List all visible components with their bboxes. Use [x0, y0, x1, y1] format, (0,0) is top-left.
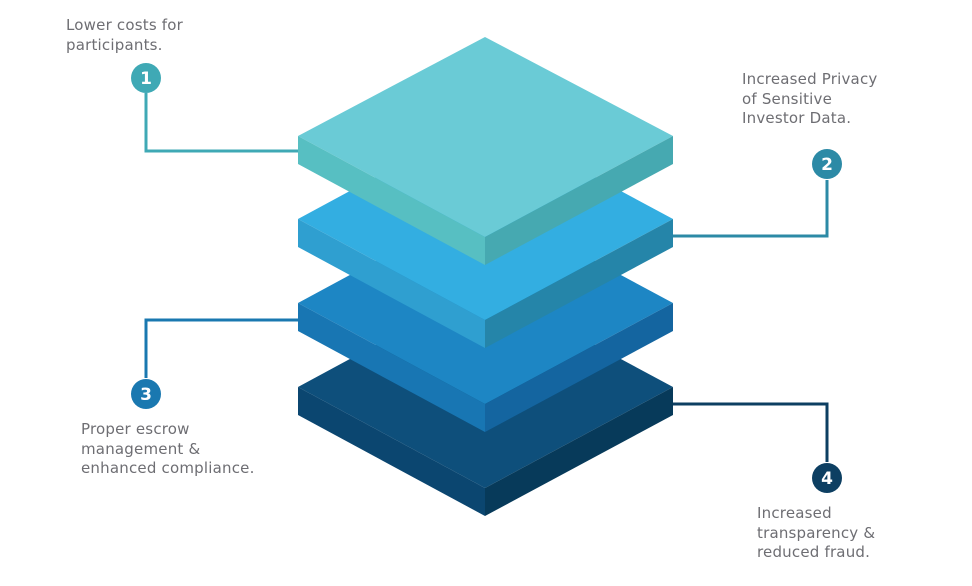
layer-4-right-face [485, 387, 673, 516]
layer-3-left-face [298, 303, 485, 432]
badge-4: 4 [812, 463, 842, 493]
label-3-line-3: enhanced compliance. [81, 459, 255, 477]
layer-4-left-face [298, 387, 485, 516]
layer-1-right-face [485, 136, 673, 265]
label-3: Proper escrow management & enhanced comp… [81, 420, 255, 479]
badge-1-number: 1 [140, 69, 152, 89]
label-2-line-2: of Sensitive [742, 89, 833, 108]
label-1-line-1: Lower costs for [66, 16, 184, 34]
label-1: Lower costs for participants. [66, 16, 183, 55]
connector-line-1 [144, 93, 298, 153]
connector-line-2 [673, 180, 829, 238]
badge-3-circle [131, 379, 161, 409]
label-4-line-3: reduced fraud. [757, 543, 871, 561]
badge-4-circle [812, 463, 842, 493]
connector-line-4 [673, 402, 829, 462]
label-3-line-1: Proper escrow [81, 420, 190, 438]
label-2-line-1: Increased Privacy [742, 70, 878, 88]
label-2-line-3: Investor Data. [742, 109, 852, 127]
label-1-line-2: participants. [66, 35, 163, 54]
layer-2-right-face [485, 219, 673, 348]
label-4-line-2: transparency & [757, 523, 876, 542]
layer-1-left-face [298, 136, 485, 265]
connector-line-3 [144, 318, 298, 378]
layer-1 [298, 37, 673, 265]
label-3-line-2: management & [81, 439, 201, 458]
layer-3-right-face [485, 303, 673, 432]
badge-3-number: 3 [140, 385, 152, 405]
label-4: Increased transparency & reduced fraud. [757, 504, 875, 563]
badge-2: 2 [812, 149, 842, 179]
badge-3: 3 [131, 379, 161, 409]
badge-2-circle [812, 149, 842, 179]
badge-1: 1 [131, 63, 161, 93]
badge-2-number: 2 [821, 155, 833, 175]
label-2: Increased Privacy of Sensitive Investor … [742, 70, 877, 129]
layer-2-left-face [298, 219, 485, 348]
badge-4-number: 4 [821, 469, 833, 489]
label-4-line-1: Increased [757, 504, 832, 522]
badge-1-circle [131, 63, 161, 93]
layer-1-top-face [298, 37, 673, 237]
